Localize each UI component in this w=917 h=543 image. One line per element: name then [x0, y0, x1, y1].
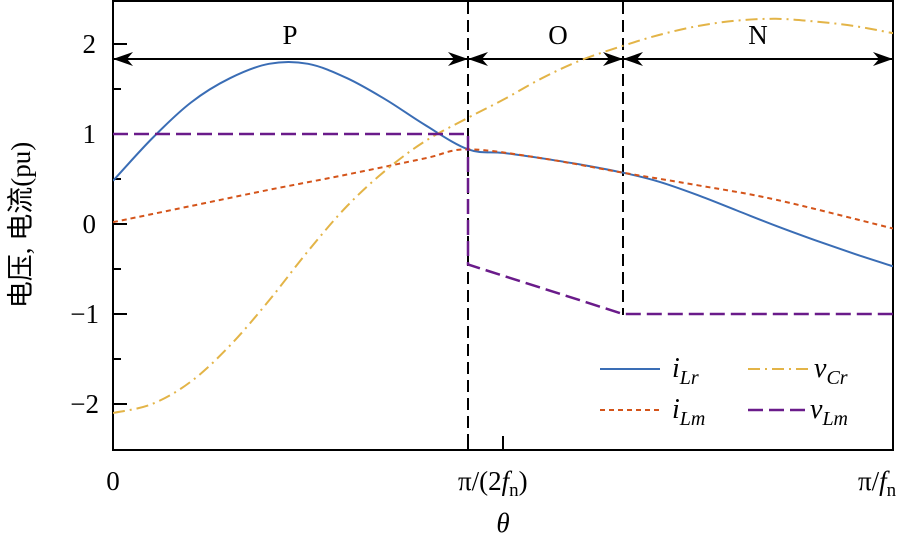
series-layer [113, 17, 893, 414]
x-tick-mid-close: ) [519, 466, 528, 496]
y-axis-ticks [113, 43, 127, 405]
legend-label-vlm: vLm [810, 394, 848, 430]
x-tick-label-zero: 0 [106, 466, 120, 496]
x-tick-end-sub: n [887, 480, 897, 501]
y-tick-label: 1 [83, 119, 97, 149]
region-label-p: P [282, 20, 297, 50]
y-tick-label: 2 [83, 29, 97, 59]
series-v-cr [113, 17, 893, 414]
legend-label-ilm: iLm [672, 394, 705, 430]
region-label-n: N [748, 20, 768, 50]
region-dividers [467, 2, 624, 450]
y-axis-title: 电压, 电流(pu) [6, 142, 36, 308]
x-axis-ticks [467, 436, 504, 450]
x-tick-label-half-period: π/(2fn) [458, 466, 528, 501]
x-tick-end-main: π/ [858, 466, 880, 496]
x-axis-title: θ [496, 508, 509, 538]
legend: iLr vCr iLm vLm [600, 353, 848, 430]
y-tick-label: −2 [70, 389, 99, 419]
x-tick-mid-sub: n [509, 480, 519, 501]
y-tick-label: 0 [83, 209, 97, 239]
legend-label-ilr: iLr [672, 353, 699, 389]
series-i-lm [113, 148, 893, 230]
series-i-lr [113, 61, 893, 268]
y-tick-label: −1 [70, 299, 99, 329]
x-tick-mid-f: f [502, 466, 513, 496]
legend-label-vcr: vCr [814, 353, 848, 389]
x-tick-end-f: f [879, 466, 890, 496]
region-label-o: O [548, 20, 568, 50]
x-tick-label-period: π/fn [858, 466, 897, 501]
series-v-lm [113, 132, 893, 316]
x-tick-mid-main: π/(2 [458, 466, 502, 496]
